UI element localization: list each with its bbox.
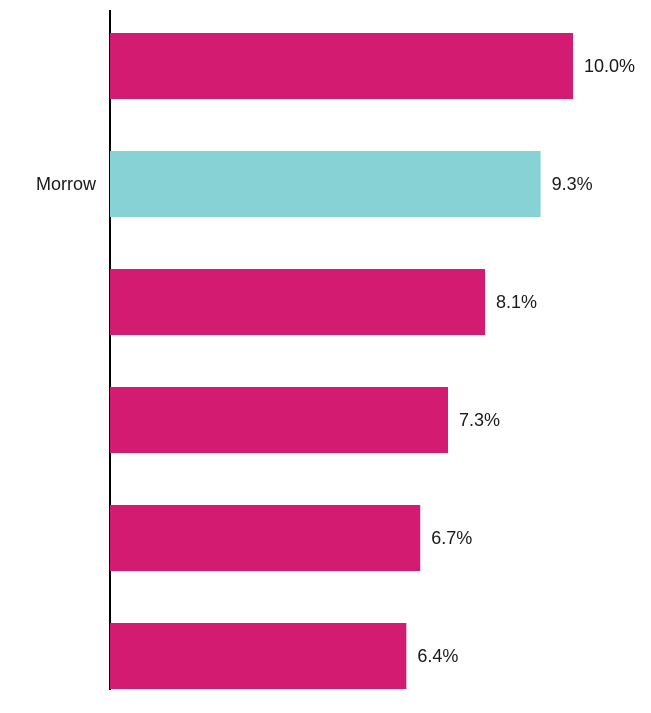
bar-value-label: 9.3% [552,174,593,194]
bar-value-label: 6.4% [417,646,458,666]
bar [110,505,421,571]
bar [110,33,573,99]
bar-value-label: 8.1% [496,292,537,312]
bar [110,269,486,335]
bar-value-label: 6.7% [431,528,472,548]
bar-value-label: 10.0% [584,56,635,76]
bars-layer: 10.0% 9.3% Morrow 8.1% 7.3% 6.7% 6.4% [36,33,635,689]
bar [110,387,448,453]
category-label: Morrow [36,174,97,194]
bar [110,151,541,217]
bar-value-label: 7.3% [459,410,500,430]
bar [110,623,407,689]
